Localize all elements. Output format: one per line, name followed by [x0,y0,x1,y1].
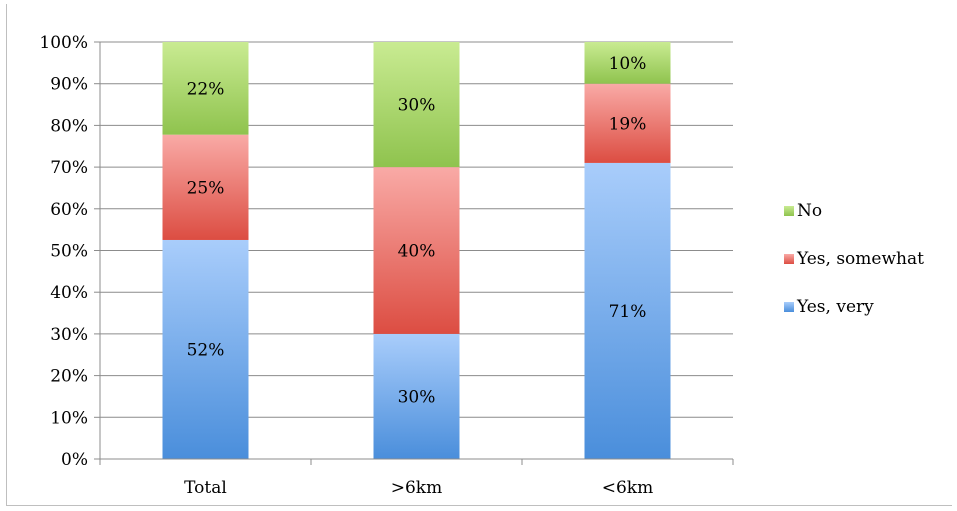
y-tick-label: 50% [50,242,88,262]
legend: No Yes, somewhat Yes, very [784,201,924,317]
data-label: 22% [187,79,225,99]
legend-swatch [784,302,794,312]
legend-label: Yes, somewhat [796,249,924,269]
y-tick-label: 60% [50,200,88,220]
data-label: 10% [609,54,647,74]
y-tick-label: 10% [50,408,88,428]
bar-segment [373,42,460,168]
y-tick-label: 0% [61,450,88,470]
bars [162,42,671,459]
data-label: 71% [609,302,647,322]
data-labels: 52% 25% 22% 30% 40% 30% 71% 19% 10% [187,54,647,408]
bar-segment [162,134,249,240]
data-label: 40% [398,242,436,262]
legend-swatch [784,254,794,264]
y-tick-label: 40% [50,283,88,303]
x-tick-label: <6km [602,478,653,498]
y-tick-label: 70% [50,158,88,178]
legend-label: No [797,201,822,221]
data-label: 19% [609,114,647,134]
y-tick-label: 80% [50,116,88,136]
axes [94,41,734,465]
bar-segment [584,162,671,459]
bar-segment [373,333,460,459]
x-tick-labels: Total >6km <6km [184,478,653,498]
y-tick-label: 20% [50,367,88,387]
bar-segment [162,42,249,135]
bar-segment [373,167,460,334]
y-tick-label: 30% [50,325,88,345]
y-tick-label: 90% [50,75,88,95]
data-label: 30% [398,96,436,116]
data-label: 52% [187,340,225,360]
chart-frame [6,4,952,506]
data-label: 30% [398,387,436,407]
x-tick-label: >6km [391,478,442,498]
y-tick-label: 100% [39,33,88,53]
x-tick-label: Total [184,478,227,498]
legend-label: Yes, very [796,297,874,317]
bar-segment [162,239,249,459]
bar-segment [584,42,671,84]
data-label: 25% [187,178,225,198]
bar-segment [584,83,671,163]
legend-swatch [784,206,794,216]
y-tick-labels: 0% 10% 20% 30% 40% 50% 60% 70% 80% 90% 100% [39,33,88,470]
